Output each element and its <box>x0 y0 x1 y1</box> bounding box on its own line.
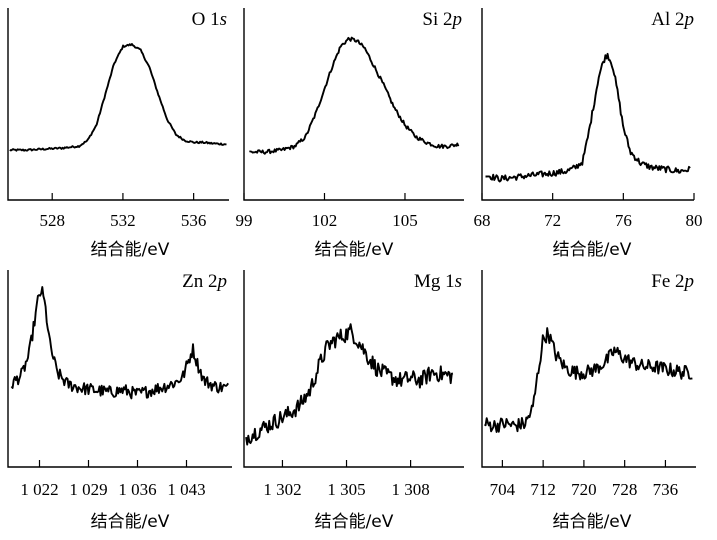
mg1s-xtick-label: 1 305 <box>327 480 365 499</box>
si2p-xlabel: 结合能/eV <box>315 240 394 260</box>
o1s-axes <box>7 8 229 201</box>
zn2p-xtick-label: 1 043 <box>167 480 205 499</box>
mg1s-spectrum-line <box>245 323 454 446</box>
si2p-xtick-label: 105 <box>392 211 418 230</box>
zn2p-xtick-label: 1 022 <box>20 480 58 499</box>
o1s-xtick-label: 536 <box>181 211 207 230</box>
zn2p-axes <box>7 270 232 468</box>
zn2p-xtick-label: 1 036 <box>118 480 156 499</box>
al2p-panel: 68 72 76 80 Al 2p 结合能/eV <box>474 8 703 260</box>
mg1s-xtick-label: 1 302 <box>263 480 301 499</box>
al2p-spectrum-line <box>485 52 691 183</box>
si2p-panel: 99 102 105 Si 2p 结合能/eV <box>236 8 464 260</box>
fe2p-xtick-label: 712 <box>530 480 556 499</box>
fe2p-title: Fe 2p <box>651 271 694 292</box>
zn2p-panel: 1 022 1 029 1 036 1 043 Zn 2p 结合能/eV <box>7 270 232 532</box>
al2p-xtick-label: 76 <box>615 211 632 230</box>
mg1s-panel: 1 302 1 305 1 308 Mg 1s 结合能/eV <box>243 270 464 532</box>
o1s-spectrum-line <box>9 43 227 152</box>
mg1s-axes <box>243 270 464 468</box>
mg1s-xtick-label: 1 308 <box>391 480 429 499</box>
zn2p-xlabel: 结合能/eV <box>91 512 170 532</box>
o1s-xtick-label: 528 <box>39 211 65 230</box>
fe2p-xtick-label: 736 <box>653 480 679 499</box>
al2p-title: Al 2p <box>651 9 694 30</box>
mg1s-title: Mg 1s <box>414 271 462 292</box>
zn2p-title: Zn 2p <box>182 271 227 292</box>
fe2p-panel: 704 712 720 728 736 Fe 2p 结合能/eV <box>481 270 696 532</box>
o1s-xtick-label: 532 <box>110 211 136 230</box>
al2p-xtick-label: 80 <box>686 211 703 230</box>
fe2p-spectrum-line <box>483 327 693 433</box>
al2p-xlabel: 结合能/eV <box>553 240 632 260</box>
si2p-axes <box>243 8 464 201</box>
o1s-xlabel: 结合能/eV <box>91 240 170 260</box>
zn2p-xtick-label: 1 029 <box>69 480 107 499</box>
o1s-title: O 1s <box>192 9 227 30</box>
fe2p-xtick-label: 728 <box>612 480 638 499</box>
zn2p-spectrum-line <box>10 286 229 400</box>
si2p-spectrum-line <box>249 36 460 155</box>
si2p-xtick-label: 99 <box>236 211 253 230</box>
fe2p-xlabel: 结合能/eV <box>553 512 632 532</box>
si2p-xtick-label: 102 <box>312 211 338 230</box>
fe2p-xtick-label: 704 <box>490 480 516 499</box>
mg1s-xlabel: 结合能/eV <box>315 512 394 532</box>
o1s-panel: 528 532 536 O 1s 结合能/eV <box>7 8 229 260</box>
al2p-xtick-label: 68 <box>474 211 491 230</box>
fe2p-xtick-label: 720 <box>571 480 597 499</box>
al2p-xtick-label: 72 <box>544 211 561 230</box>
al2p-axes <box>481 8 694 201</box>
si2p-title: Si 2p <box>422 9 462 30</box>
